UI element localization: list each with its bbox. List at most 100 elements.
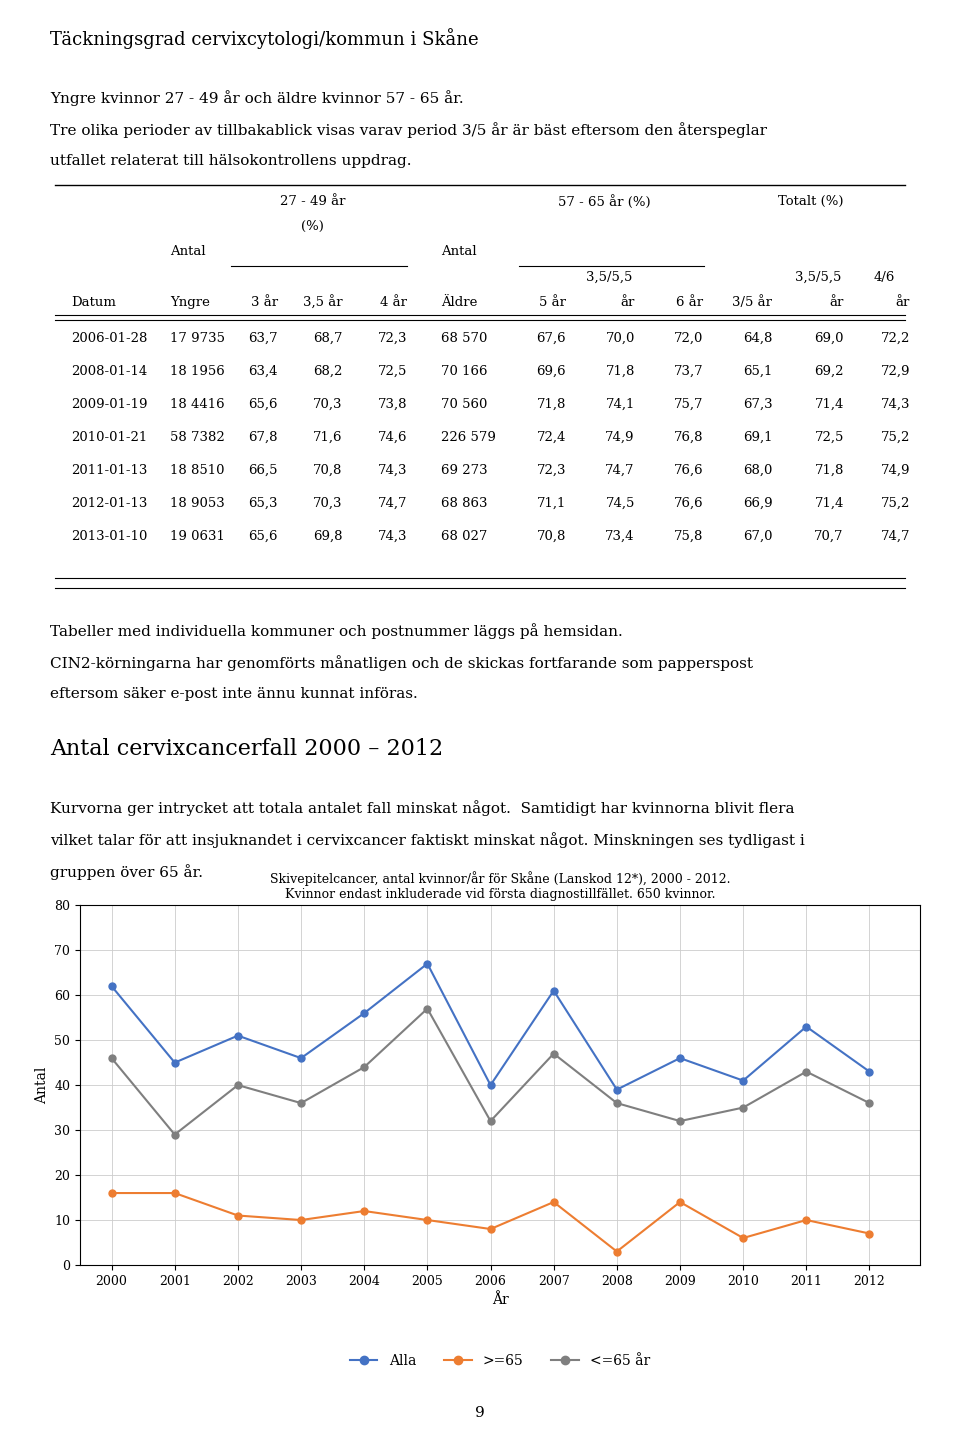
Text: Täckningsgrad cervixcytologi/kommun i Skåne: Täckningsgrad cervixcytologi/kommun i Sk…: [50, 29, 479, 49]
Text: 67,8: 67,8: [249, 431, 277, 444]
Text: 71,4: 71,4: [814, 497, 844, 511]
Text: 68,0: 68,0: [743, 464, 773, 477]
Text: Totalt (%): Totalt (%): [779, 195, 844, 207]
Text: vilket talar för att insjuknandet i cervixcancer faktiskt minskat något. Minskni: vilket talar för att insjuknandet i cerv…: [50, 833, 804, 849]
Text: år: år: [896, 296, 910, 309]
Text: 75,7: 75,7: [674, 398, 704, 411]
Text: 70 560: 70 560: [442, 398, 488, 411]
Text: 17 9735: 17 9735: [171, 332, 226, 345]
Text: 74,1: 74,1: [606, 398, 635, 411]
Text: 74,7: 74,7: [880, 531, 910, 544]
Text: 66,9: 66,9: [743, 497, 773, 511]
Text: 9: 9: [475, 1407, 485, 1420]
Text: 3 år: 3 år: [251, 296, 277, 309]
Text: 69,0: 69,0: [814, 332, 844, 345]
Text: Yngre kvinnor 27 - 49 år och äldre kvinnor 57 - 65 år.: Yngre kvinnor 27 - 49 år och äldre kvinn…: [50, 90, 464, 106]
Text: 4 år: 4 år: [380, 296, 407, 309]
Text: 73,4: 73,4: [606, 531, 635, 544]
Text: 5 år: 5 år: [539, 296, 566, 309]
Text: 3/5 år: 3/5 år: [732, 296, 773, 309]
Text: 19 0631: 19 0631: [171, 531, 226, 544]
Text: 27 - 49 år: 27 - 49 år: [279, 195, 345, 207]
Text: 73,7: 73,7: [674, 365, 704, 378]
Text: 68 027: 68 027: [442, 531, 488, 544]
Text: 58 7382: 58 7382: [171, 431, 226, 444]
Text: 76,6: 76,6: [674, 497, 704, 511]
Text: eftersom säker e-post inte ännu kunnat införas.: eftersom säker e-post inte ännu kunnat i…: [50, 687, 418, 701]
Text: 72,3: 72,3: [377, 332, 407, 345]
Text: 72,0: 72,0: [674, 332, 704, 345]
Text: 3,5/5,5: 3,5/5,5: [795, 270, 841, 283]
Text: 3,5/5,5: 3,5/5,5: [586, 270, 633, 283]
Text: Tre olika perioder av tillbakablick visas varav period 3/5 år är bäst eftersom d: Tre olika perioder av tillbakablick visa…: [50, 122, 767, 137]
Text: 2011-01-13: 2011-01-13: [71, 464, 148, 477]
Text: Antal: Antal: [171, 245, 206, 259]
Text: 74,6: 74,6: [377, 431, 407, 444]
Text: Antal cervixcancerfall 2000 – 2012: Antal cervixcancerfall 2000 – 2012: [50, 738, 444, 760]
Text: 65,3: 65,3: [249, 497, 277, 511]
Text: 71,8: 71,8: [814, 464, 844, 477]
Text: 74,3: 74,3: [880, 398, 910, 411]
Text: 74,3: 74,3: [377, 464, 407, 477]
Text: 74,7: 74,7: [377, 497, 407, 511]
Text: 65,6: 65,6: [249, 398, 277, 411]
Text: 3,5 år: 3,5 år: [302, 296, 343, 311]
Text: 68,7: 68,7: [313, 332, 343, 345]
Text: 73,8: 73,8: [377, 398, 407, 411]
Text: 57 - 65 år (%): 57 - 65 år (%): [559, 195, 651, 209]
Text: 2010-01-21: 2010-01-21: [71, 431, 148, 444]
Text: 69,1: 69,1: [743, 431, 773, 444]
Text: 63,7: 63,7: [249, 332, 277, 345]
Text: 71,8: 71,8: [537, 398, 566, 411]
Text: 69,2: 69,2: [814, 365, 844, 378]
Text: 4/6: 4/6: [874, 270, 895, 283]
Text: 72,3: 72,3: [537, 464, 566, 477]
Text: 74,7: 74,7: [606, 464, 635, 477]
Text: 2012-01-13: 2012-01-13: [71, 497, 148, 511]
Text: 18 8510: 18 8510: [171, 464, 225, 477]
Text: Tabeller med individuella kommuner och postnummer läggs på hemsidan.: Tabeller med individuella kommuner och p…: [50, 622, 623, 640]
X-axis label: År: År: [492, 1294, 509, 1308]
Text: gruppen över 65 år.: gruppen över 65 år.: [50, 864, 203, 880]
Text: 75,2: 75,2: [880, 497, 910, 511]
Text: Kurvorna ger intrycket att totala antalet fall minskat något.  Samtidigt har kvi: Kurvorna ger intrycket att totala antale…: [50, 800, 795, 816]
Text: 18 1956: 18 1956: [171, 365, 226, 378]
Text: 67,0: 67,0: [743, 531, 773, 544]
Text: 72,9: 72,9: [880, 365, 910, 378]
Text: 66,5: 66,5: [249, 464, 277, 477]
Text: 70,7: 70,7: [814, 531, 844, 544]
Text: 74,9: 74,9: [606, 431, 635, 444]
Text: 18 4416: 18 4416: [171, 398, 225, 411]
Text: 69 273: 69 273: [442, 464, 488, 477]
Text: 75,8: 75,8: [674, 531, 704, 544]
Text: Yngre: Yngre: [171, 296, 210, 309]
Text: Äldre: Äldre: [442, 296, 478, 309]
Text: 67,3: 67,3: [743, 398, 773, 411]
Text: 74,9: 74,9: [880, 464, 910, 477]
Text: 2009-01-19: 2009-01-19: [71, 398, 148, 411]
Text: 64,8: 64,8: [743, 332, 773, 345]
Text: (%): (%): [300, 220, 324, 233]
Text: år: år: [829, 296, 844, 309]
Text: 63,4: 63,4: [249, 365, 277, 378]
Text: 6 år: 6 år: [677, 296, 704, 309]
Text: 2008-01-14: 2008-01-14: [71, 365, 148, 378]
Text: Datum: Datum: [71, 296, 116, 309]
Legend: Alla, >=65, <=65 år: Alla, >=65, <=65 år: [344, 1348, 656, 1374]
Text: 226 579: 226 579: [442, 431, 496, 444]
Text: 74,3: 74,3: [377, 531, 407, 544]
Text: 72,4: 72,4: [537, 431, 566, 444]
Text: 68 863: 68 863: [442, 497, 488, 511]
Text: 70,3: 70,3: [313, 497, 343, 511]
Text: 71,1: 71,1: [537, 497, 566, 511]
Text: 71,4: 71,4: [814, 398, 844, 411]
Text: 70,3: 70,3: [313, 398, 343, 411]
Text: 68,2: 68,2: [313, 365, 343, 378]
Text: 76,6: 76,6: [674, 464, 704, 477]
Text: 74,5: 74,5: [606, 497, 635, 511]
Text: Antal: Antal: [442, 245, 477, 259]
Text: 72,5: 72,5: [814, 431, 844, 444]
Text: 68 570: 68 570: [442, 332, 488, 345]
Text: 18 9053: 18 9053: [171, 497, 226, 511]
Text: 70 166: 70 166: [442, 365, 488, 378]
